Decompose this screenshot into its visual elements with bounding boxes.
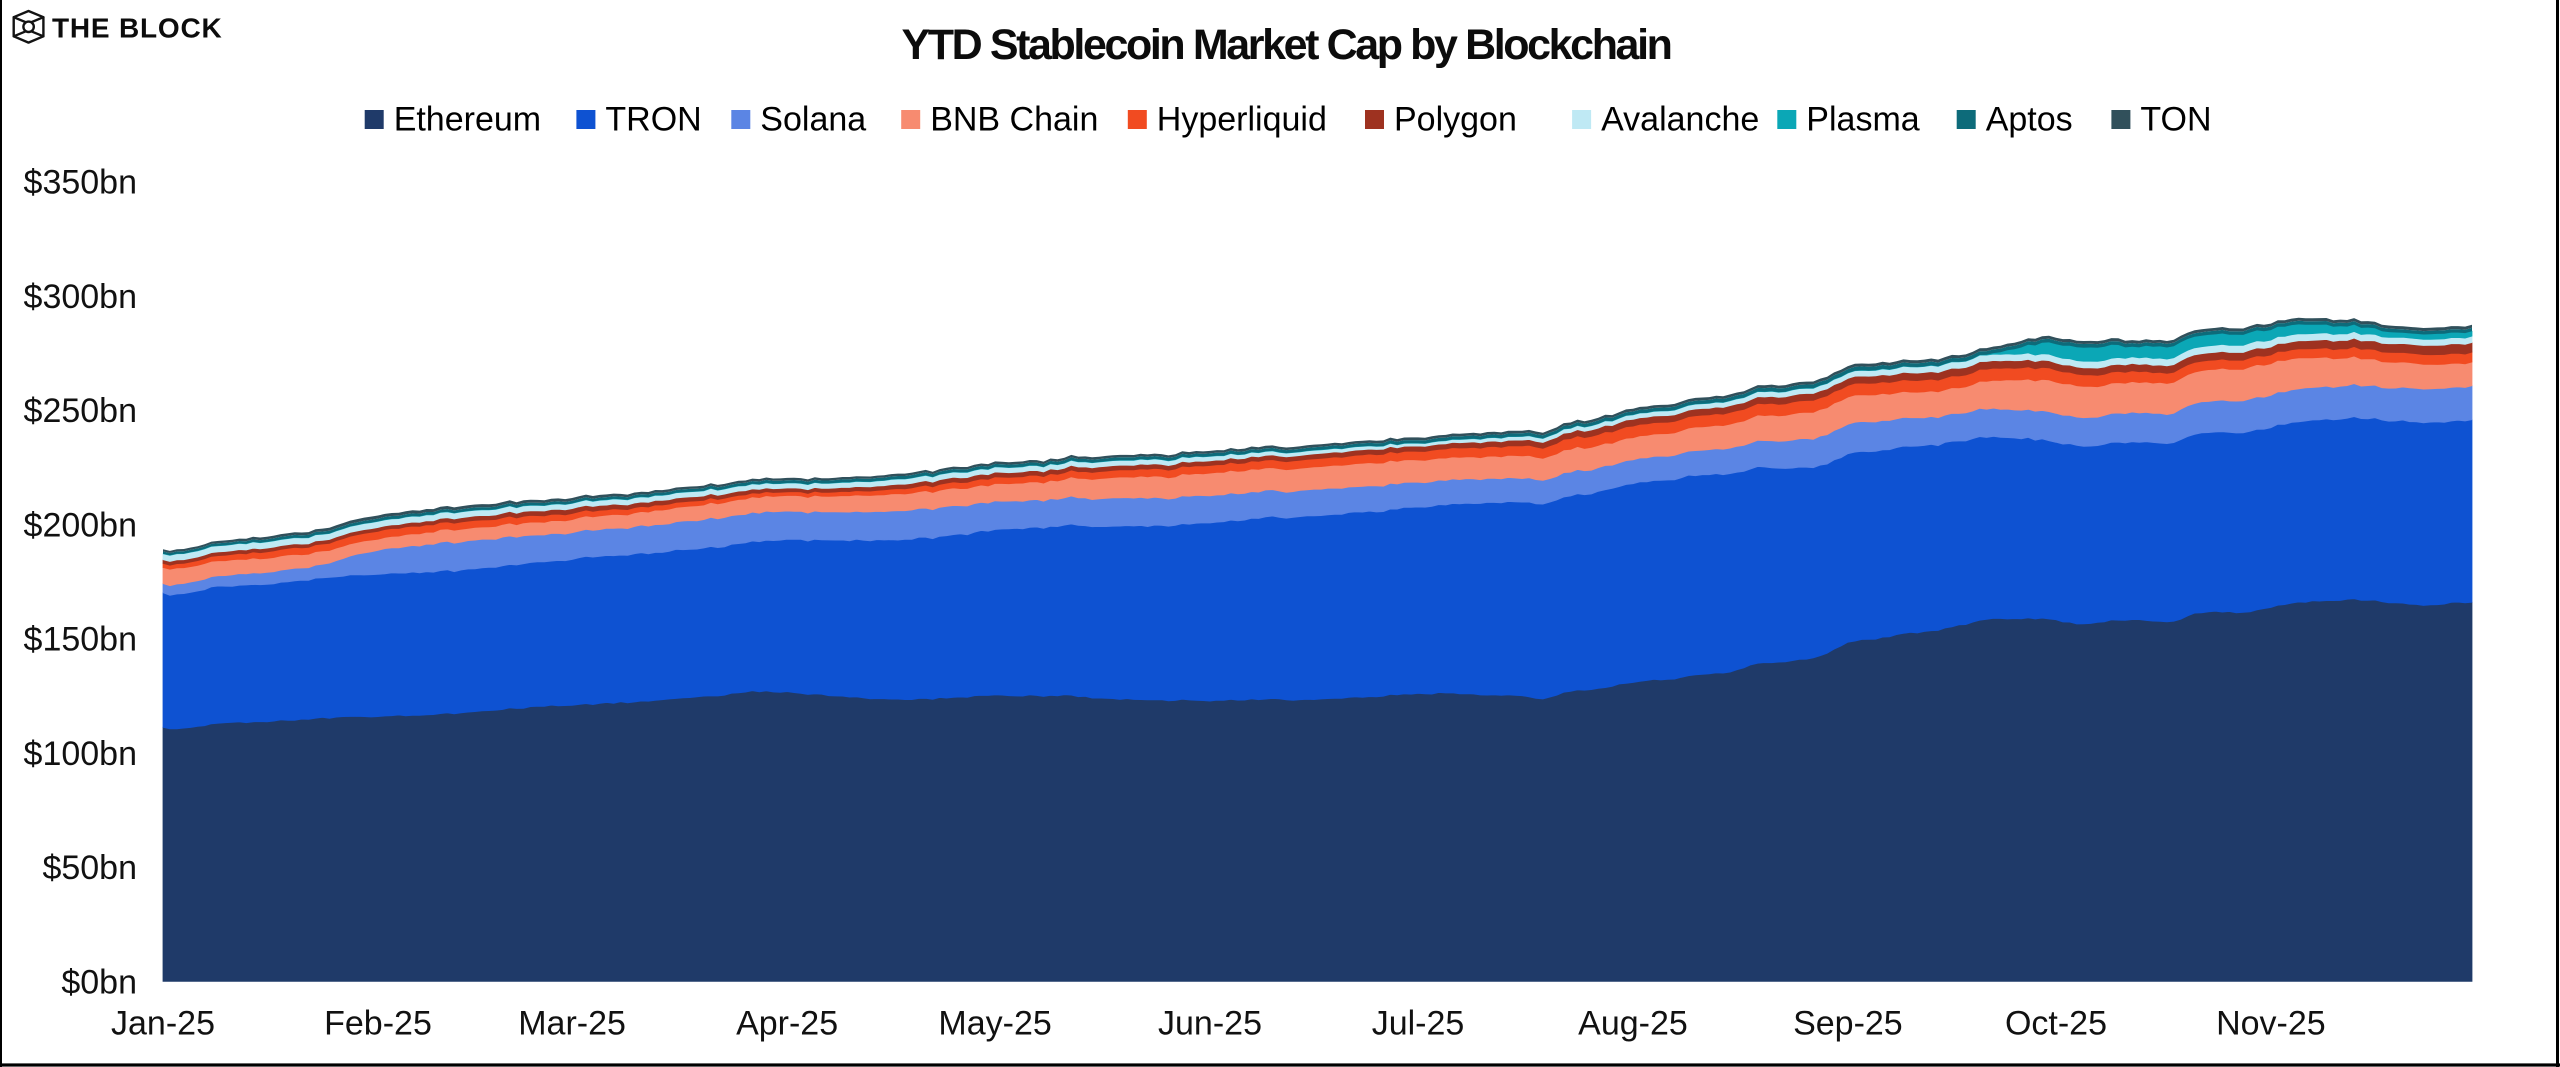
svg-text:$200bn: $200bn (24, 506, 137, 544)
svg-text:$50bn: $50bn (42, 849, 137, 887)
svg-text:Feb-25: Feb-25 (324, 1005, 432, 1043)
svg-text:TON: TON (2140, 101, 2211, 139)
svg-text:Ethereum: Ethereum (394, 101, 541, 139)
svg-text:Aug-25: Aug-25 (1578, 1005, 1688, 1043)
svg-text:$150bn: $150bn (24, 621, 137, 659)
svg-text:Solana: Solana (760, 101, 866, 139)
svg-text:$350bn: $350bn (24, 164, 137, 202)
svg-text:$300bn: $300bn (24, 278, 137, 316)
svg-text:Plasma: Plasma (1806, 101, 1919, 139)
svg-text:Hyperliquid: Hyperliquid (1157, 101, 1327, 139)
svg-text:$250bn: $250bn (24, 392, 137, 430)
svg-text:Jul-25: Jul-25 (1372, 1005, 1465, 1043)
svg-text:Mar-25: Mar-25 (518, 1005, 626, 1043)
svg-text:Aptos: Aptos (1986, 101, 2073, 139)
svg-text:May-25: May-25 (938, 1005, 1051, 1043)
svg-text:Jan-25: Jan-25 (111, 1005, 215, 1043)
svg-text:YTD Stablecoin Market Cap by B: YTD Stablecoin Market Cap by Blockchain (901, 21, 1670, 69)
svg-text:Avalanche: Avalanche (1601, 101, 1759, 139)
svg-text:Apr-25: Apr-25 (736, 1005, 838, 1043)
svg-text:BNB Chain: BNB Chain (930, 101, 1098, 139)
svg-text:Jun-25: Jun-25 (1158, 1005, 1262, 1043)
svg-text:THE BLOCK: THE BLOCK (52, 13, 223, 44)
svg-text:$100bn: $100bn (24, 735, 137, 773)
svg-text:Oct-25: Oct-25 (2005, 1005, 2107, 1043)
svg-text:Polygon: Polygon (1394, 101, 1517, 139)
svg-text:Nov-25: Nov-25 (2216, 1005, 2326, 1043)
svg-text:Sep-25: Sep-25 (1793, 1005, 1903, 1043)
svg-text:$0bn: $0bn (61, 964, 137, 1002)
svg-text:TRON: TRON (605, 101, 701, 139)
